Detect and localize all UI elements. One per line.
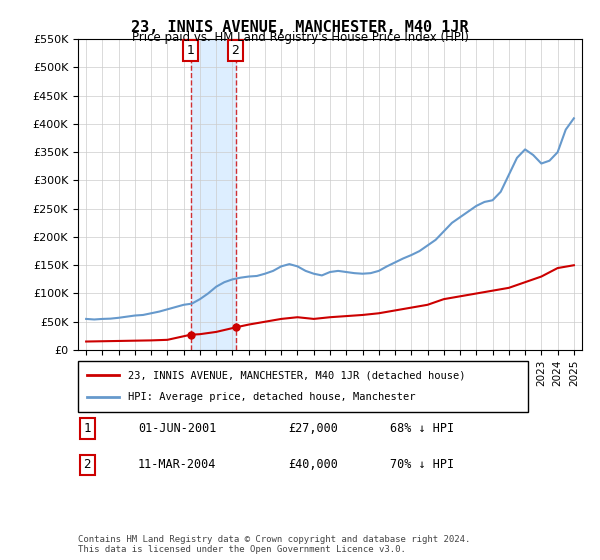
Text: Contains HM Land Registry data © Crown copyright and database right 2024.
This d: Contains HM Land Registry data © Crown c…	[78, 535, 470, 554]
Text: 23, INNIS AVENUE, MANCHESTER, M40 1JR (detached house): 23, INNIS AVENUE, MANCHESTER, M40 1JR (d…	[128, 370, 465, 380]
Text: 11-MAR-2004: 11-MAR-2004	[138, 458, 217, 472]
Text: HPI: Average price, detached house, Manchester: HPI: Average price, detached house, Manc…	[128, 393, 415, 403]
Text: 2: 2	[232, 44, 239, 57]
Text: 1: 1	[187, 44, 194, 57]
Text: 70% ↓ HPI: 70% ↓ HPI	[390, 458, 454, 472]
Text: 68% ↓ HPI: 68% ↓ HPI	[390, 422, 454, 435]
Text: £27,000: £27,000	[288, 422, 338, 435]
FancyBboxPatch shape	[78, 361, 528, 412]
Bar	[191, 39, 236, 350]
Text: £40,000: £40,000	[288, 458, 338, 472]
Text: 2: 2	[83, 458, 91, 472]
Text: 01-JUN-2001: 01-JUN-2001	[138, 422, 217, 435]
Text: 23, INNIS AVENUE, MANCHESTER, M40 1JR: 23, INNIS AVENUE, MANCHESTER, M40 1JR	[131, 20, 469, 35]
Text: Price paid vs. HM Land Registry's House Price Index (HPI): Price paid vs. HM Land Registry's House …	[131, 31, 469, 44]
Text: 1: 1	[83, 422, 91, 435]
